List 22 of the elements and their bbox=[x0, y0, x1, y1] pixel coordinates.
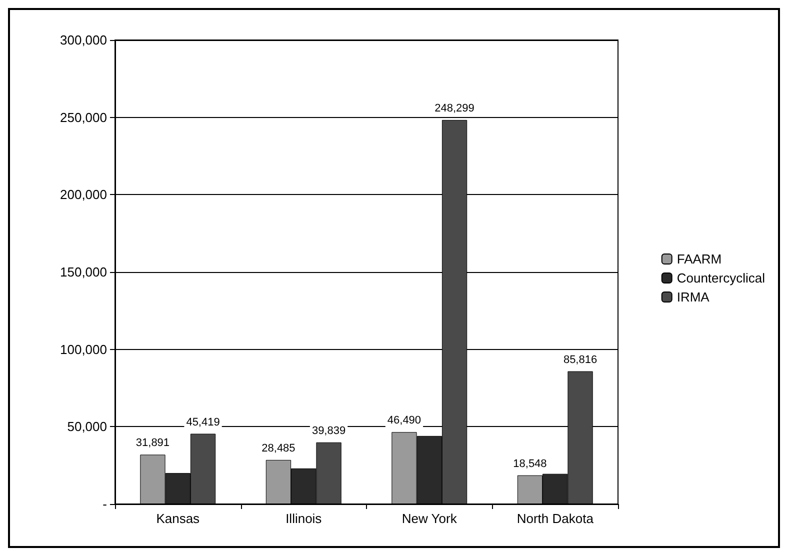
data-label: 248,299 bbox=[434, 102, 474, 114]
data-label: 18,548 bbox=[513, 458, 547, 470]
data-label: 46,490 bbox=[387, 414, 422, 427]
y-tick-label: 150,000 bbox=[60, 264, 107, 280]
x-tick-label: Kansas bbox=[156, 511, 200, 526]
y-tick-label: 300,000 bbox=[60, 32, 107, 48]
data-label: 31,891 bbox=[136, 437, 170, 450]
y-tick-label: 50,000 bbox=[67, 419, 107, 434]
y-tick-label: - bbox=[102, 496, 107, 512]
x-tick-label: North Dakota bbox=[516, 511, 594, 526]
y-tick-label: 250,000 bbox=[60, 110, 107, 125]
y-tick-label: 200,000 bbox=[60, 187, 107, 202]
x-tick-label: Illinois bbox=[286, 511, 322, 526]
data-label: 85,816 bbox=[563, 354, 598, 366]
legend-label: Countercyclical bbox=[676, 270, 766, 286]
y-tick-label: 100,000 bbox=[60, 342, 107, 357]
data-label: 39,839 bbox=[312, 424, 346, 437]
legend-label: IRMA bbox=[676, 290, 710, 304]
legend-label: FAARM bbox=[676, 252, 722, 266]
data-label: 28,485 bbox=[262, 442, 296, 454]
x-tick-label: New York bbox=[402, 511, 458, 526]
data-label: 45,419 bbox=[186, 416, 220, 428]
